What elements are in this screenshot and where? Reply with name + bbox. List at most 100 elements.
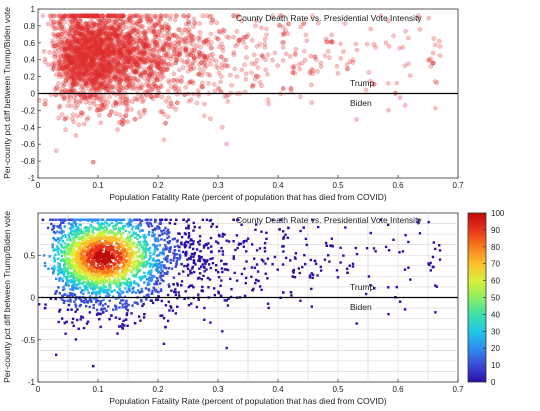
data-point — [263, 242, 267, 245]
data-point — [281, 32, 286, 37]
data-point — [138, 93, 144, 99]
data-point — [49, 17, 54, 23]
data-point — [93, 88, 99, 93]
top-biden-label: Biden — [350, 98, 372, 108]
data-point — [79, 77, 84, 82]
data-point — [96, 69, 102, 74]
data-point — [91, 77, 96, 83]
data-point — [182, 36, 188, 42]
data-point — [71, 34, 77, 40]
data-point — [258, 247, 262, 250]
data-point — [298, 94, 303, 100]
data-point — [292, 268, 296, 272]
data-point — [103, 80, 108, 86]
data-point — [74, 30, 79, 36]
data-point — [202, 101, 207, 107]
data-point — [62, 88, 68, 93]
data-point — [36, 98, 42, 103]
data-point — [183, 47, 189, 53]
data-point — [138, 73, 144, 79]
data-point — [152, 28, 157, 33]
data-point — [151, 228, 155, 232]
data-point — [159, 94, 165, 100]
data-point — [88, 43, 94, 49]
data-point — [105, 309, 108, 312]
data-point — [57, 59, 63, 65]
data-point — [124, 108, 130, 114]
data-point — [244, 34, 249, 40]
data-point — [374, 250, 377, 253]
data-point — [167, 300, 170, 303]
data-point — [85, 54, 91, 60]
data-point — [198, 239, 202, 242]
data-point — [89, 15, 95, 21]
data-point — [264, 272, 267, 275]
data-point — [88, 45, 93, 51]
data-point — [81, 235, 85, 238]
data-point — [132, 225, 135, 228]
data-point — [69, 88, 74, 94]
data-point — [265, 72, 270, 77]
data-point — [64, 245, 67, 248]
data-point — [344, 226, 347, 229]
data-point — [58, 218, 62, 221]
data-point — [53, 72, 59, 78]
data-point — [167, 283, 170, 286]
data-point — [160, 238, 163, 241]
data-point — [427, 220, 430, 224]
data-point — [197, 293, 200, 296]
data-point — [80, 62, 85, 68]
data-point — [102, 72, 108, 78]
data-point — [65, 66, 71, 71]
data-point — [79, 26, 85, 32]
data-point — [66, 98, 72, 104]
data-point — [403, 308, 407, 311]
data-point — [121, 323, 124, 326]
data-point — [211, 261, 215, 265]
data-point — [163, 99, 169, 104]
data-point — [83, 21, 89, 26]
data-point — [184, 290, 187, 293]
data-point — [166, 293, 170, 297]
data-point — [77, 327, 80, 330]
data-point — [70, 116, 75, 121]
data-point — [132, 256, 135, 259]
data-point — [108, 68, 113, 73]
data-point — [166, 30, 172, 36]
data-point — [217, 276, 221, 279]
data-point — [243, 71, 249, 77]
data-point — [182, 270, 185, 273]
data-point — [159, 25, 165, 30]
data-point — [342, 254, 345, 257]
data-point — [122, 19, 128, 25]
data-point — [92, 303, 95, 307]
data-point — [59, 243, 63, 246]
data-point — [324, 241, 328, 245]
data-point — [90, 58, 95, 64]
data-point — [250, 84, 255, 89]
data-point — [230, 288, 233, 291]
data-point — [259, 25, 264, 31]
data-point — [157, 38, 163, 44]
data-point — [79, 110, 84, 115]
data-point — [52, 60, 57, 65]
data-point — [106, 69, 111, 74]
data-point — [160, 46, 166, 51]
data-point — [71, 71, 77, 76]
x-tick-label: 0.1 — [92, 181, 104, 190]
data-point — [184, 254, 187, 257]
data-point — [400, 45, 406, 50]
data-point — [66, 62, 71, 67]
data-point — [98, 36, 103, 42]
data-point — [128, 63, 133, 69]
data-point — [173, 222, 177, 225]
data-point — [100, 56, 106, 61]
data-point — [172, 17, 178, 23]
data-point — [344, 62, 350, 68]
data-point — [50, 38, 56, 43]
data-point — [101, 304, 105, 307]
data-point — [69, 87, 75, 92]
data-point — [287, 54, 293, 59]
data-point — [84, 81, 89, 87]
data-point — [101, 263, 104, 266]
